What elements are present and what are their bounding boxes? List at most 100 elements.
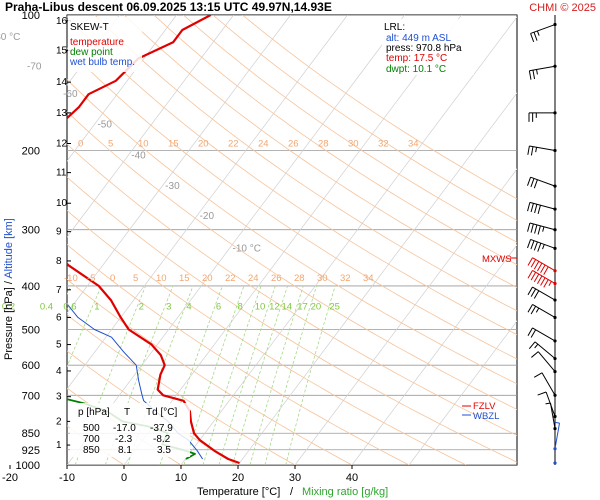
theta-label: 15 <box>179 273 190 284</box>
y-axis-pressure-label: Pressure [hPa] <box>3 287 15 360</box>
wind-barb-feather <box>548 281 552 286</box>
table-row: 500 -17.0 -37.9 <box>83 423 173 434</box>
mixing-ratio-label: 10 <box>255 301 266 312</box>
theta-label: 26 <box>288 138 299 149</box>
wind-barb-feather <box>527 177 532 186</box>
theta-label: 0 <box>110 273 115 284</box>
mixing-ratio-label: 2 <box>139 301 144 312</box>
wind-barb-feather <box>527 304 533 313</box>
pressure-tick-label: 400 <box>22 281 40 293</box>
wind-barb-feather <box>528 341 536 350</box>
wind-barb-feather <box>533 290 540 299</box>
altitude-tick-label: 2 <box>56 416 62 427</box>
mixing-ratio-label: 25 <box>329 301 340 312</box>
wind-barb-feather <box>542 244 545 250</box>
dry-adiabat <box>67 210 467 465</box>
mixing-ratio-line <box>183 285 245 465</box>
dry-adiabat <box>67 244 410 465</box>
theta-label: 34 <box>408 138 419 149</box>
theta-label: 32 <box>340 273 351 284</box>
theta-label: 10 <box>156 273 167 284</box>
wind-profile <box>527 15 561 465</box>
wind-barb-feather <box>545 402 551 405</box>
wind-barb-staff <box>530 24 556 34</box>
wind-barb-feather <box>530 223 534 233</box>
mixing-ratio-line <box>264 285 317 465</box>
table-header-p: p [hPa] <box>78 407 110 418</box>
wind-barb-feather <box>528 70 532 80</box>
mixing-ratio-line <box>202 285 262 465</box>
wind-barb-staff <box>530 176 556 187</box>
theta-label: 10 <box>138 138 149 149</box>
wind-barb-feather <box>533 372 543 378</box>
wind-barb-staff <box>529 222 556 231</box>
dry-adiabat <box>67 47 517 360</box>
temperature-tick-label: 20 <box>232 472 244 484</box>
wind-barb-feather <box>530 288 537 297</box>
isotherm-label: -60 <box>63 89 78 100</box>
mixing-ratio-line <box>249 285 304 465</box>
mixing-ratio-label: 0.4 <box>40 301 53 312</box>
dry-adiabat <box>67 143 517 436</box>
plot-area <box>66 14 518 466</box>
wind-barb-feather <box>537 225 541 235</box>
legend: SKEW-T temperature dew point wet bulb te… <box>68 17 142 72</box>
wind-barb-feather <box>533 241 538 251</box>
isotherm-label: -70 <box>27 61 42 72</box>
temperature-tick-label: 10 <box>175 472 187 484</box>
lrl-press: press: 970.8 hPa <box>386 43 462 54</box>
theta-label: 28 <box>318 138 329 149</box>
wind-barb-feather <box>530 146 534 156</box>
wind-barb-feather <box>535 307 540 313</box>
wind-barb-staff <box>532 257 556 272</box>
isotherm-label: -10 °C <box>233 243 261 254</box>
theta-label: 20 <box>202 273 213 284</box>
sounding-table: p [hPa] T Td [°C] 500 -17.0 -37.9 700 -2… <box>70 403 190 457</box>
theta-label: 32 <box>378 138 389 149</box>
dry-adiabat <box>153 15 517 266</box>
theta-label: 30 <box>348 138 359 149</box>
altitude-tick-label: 16 <box>56 16 68 27</box>
wind-barb-feather <box>554 421 560 424</box>
wind-barb-feather <box>530 306 537 315</box>
wind-barb-feather <box>530 203 534 213</box>
isotherm-label: -80 °C <box>0 32 20 43</box>
theta-label: 22 <box>228 138 239 149</box>
wind-barb-feather <box>535 147 538 153</box>
x-axis-mixing-label: Mixing ratio [g/kg] <box>302 486 388 498</box>
wind-barb-staff <box>529 201 556 210</box>
theta-label: 26 <box>271 273 282 284</box>
legend-wet-bulb: wet bulb temp. <box>69 57 135 68</box>
table-cell: -37.9 <box>150 423 173 434</box>
wind-barb-feather <box>527 327 533 336</box>
altitude-tick-label: 6 <box>56 312 62 323</box>
mixing-ratio-label: 6 <box>216 301 221 312</box>
chart-credit: CHMI © 2025 <box>529 2 596 14</box>
altitude-tick-label: 4 <box>56 366 62 377</box>
table-cell: 500 <box>83 423 100 434</box>
altitude-tick-label: 14 <box>56 77 68 88</box>
wind-barb-feather <box>534 343 539 349</box>
isotherm-line <box>294 168 517 465</box>
lrl-alt: alt: 449 m ASL <box>386 33 451 44</box>
altitude-tick-label: 12 <box>56 139 68 150</box>
wind-barb-feather <box>533 261 540 270</box>
theta-label: 28 <box>294 273 305 284</box>
dry-adiabat <box>67 79 517 385</box>
table-cell: 700 <box>83 434 100 445</box>
mxws-label: MXWS <box>482 254 512 265</box>
dry-adiabat <box>67 314 296 465</box>
wind-barb-feather <box>530 329 537 338</box>
legend-dew-point: dew point <box>70 47 113 58</box>
wind-barb-feather <box>543 279 549 288</box>
mixing-ratio-label: 12 <box>269 301 280 312</box>
mixing-ratio-label: 17 <box>297 301 308 312</box>
wind-barb-feather <box>533 273 540 283</box>
altitude-tick-label: 13 <box>56 108 68 119</box>
altitude-tick-label: 15 <box>56 46 68 57</box>
isotherm-line <box>237 92 517 465</box>
chart-header-title: Praha-Libus descent 06.09.2025 13:15 UTC… <box>5 0 332 14</box>
dry-adiabat <box>67 278 353 465</box>
